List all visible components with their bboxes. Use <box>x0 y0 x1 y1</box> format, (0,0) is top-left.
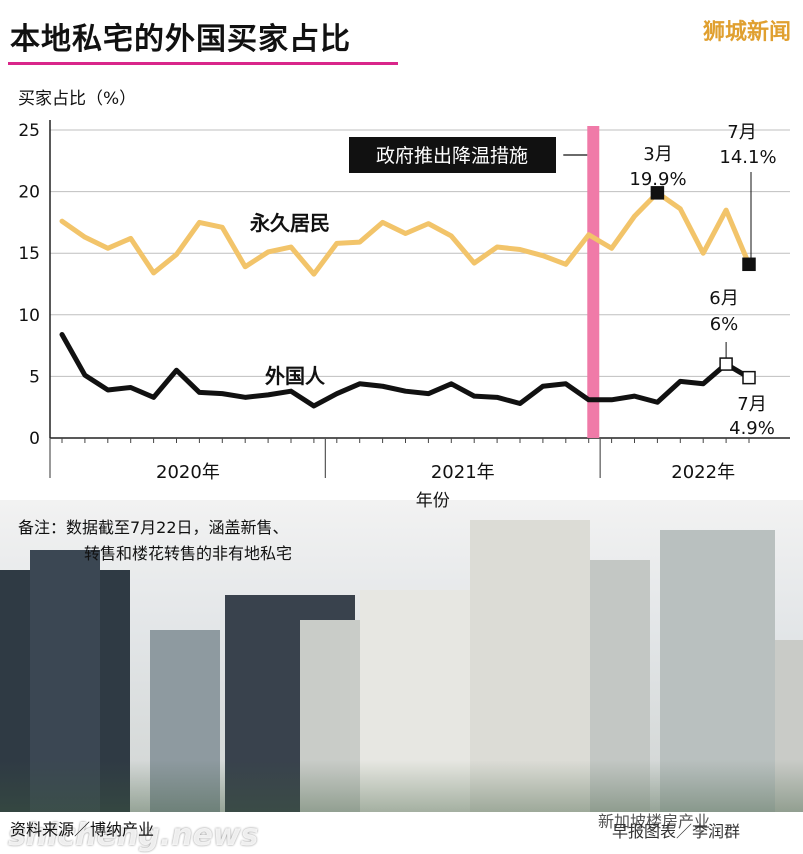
annotation-value: 6% <box>710 314 739 335</box>
annotation-month: 6月 <box>709 288 738 309</box>
wechat-account-text: 新加坡楼房产业 <box>598 812 711 831</box>
credit-text: 早报图表／李润群 <box>612 822 741 841</box>
data-point-marker <box>719 357 733 371</box>
y-tick-label: 20 <box>18 183 40 203</box>
event-label-box <box>349 137 556 173</box>
title-underline <box>8 62 398 65</box>
series-name-label: 永久居民 <box>249 211 330 235</box>
y-tick-label: 25 <box>18 121 40 141</box>
series-line-pr <box>59 190 752 277</box>
note-line-2: 转售和楼花转售的非有地私宅 <box>84 544 293 563</box>
y-tick-label: 10 <box>18 306 40 326</box>
brand-logo-text: 狮城新闻 <box>702 20 791 45</box>
city-skyline-photo <box>0 500 803 820</box>
x-year-label: 2020年 <box>156 462 220 483</box>
annotation-value: 4.9% <box>729 418 775 439</box>
footer-bar <box>0 812 803 854</box>
y-tick-label: 5 <box>29 367 40 387</box>
annotation-value: 14.1% <box>719 147 776 168</box>
watermark: shicheng.news <box>8 818 259 853</box>
annotation-value: 19.9% <box>629 169 686 190</box>
data-point-marker <box>742 370 756 385</box>
x-year-label: 2021年 <box>431 462 495 483</box>
annotation-month: 7月 <box>727 122 756 143</box>
source-text: 资料来源／博纳产业 <box>10 820 155 839</box>
series-line-foreigner <box>59 332 752 409</box>
annotation-month: 3月 <box>643 144 672 165</box>
event-band <box>587 126 600 438</box>
series-name-label: 外国人 <box>265 364 326 388</box>
y-axis-label: 买家占比（%） <box>18 89 137 109</box>
y-tick-label: 15 <box>18 244 40 264</box>
note-line-1: 备注：数据截至7月22日，涵盖新售、 <box>18 518 289 537</box>
x-year-label: 2022年 <box>671 462 735 483</box>
x-axis-label: 年份 <box>416 491 450 510</box>
chart-title: 本地私宅的外国买家占比 <box>10 22 351 57</box>
annotation-month: 7月 <box>737 394 766 415</box>
data-point-marker <box>650 186 665 200</box>
data-point-marker <box>742 257 756 272</box>
y-tick-label: 0 <box>29 429 40 449</box>
event-label: 政府推出降温措施 <box>376 145 528 167</box>
